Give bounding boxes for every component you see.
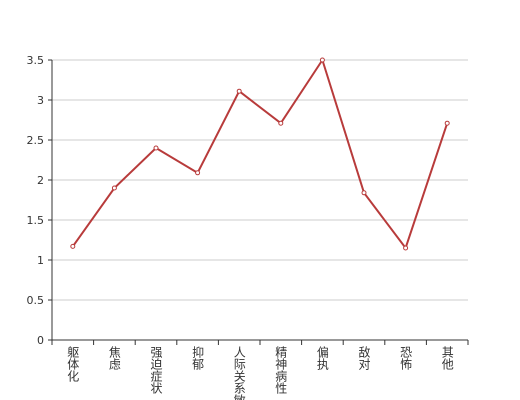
x-tick-label: 恐怖 bbox=[399, 346, 413, 370]
point bbox=[236, 88, 242, 94]
point bbox=[319, 57, 325, 63]
x-tick-label: 焦虑 bbox=[107, 346, 121, 370]
point bbox=[195, 170, 201, 176]
x-tick-label: 偏执 bbox=[315, 345, 329, 371]
point bbox=[70, 243, 76, 249]
y-tick-label: 3 bbox=[37, 94, 44, 107]
x-tick-label: 人际关系敏 bbox=[232, 346, 246, 400]
point bbox=[403, 245, 409, 251]
x-tick-label: 躯体化 bbox=[66, 345, 80, 383]
x-tick-label: 强迫症状 bbox=[149, 346, 163, 394]
point bbox=[153, 145, 159, 151]
point bbox=[278, 120, 284, 126]
x-tick-label: 其他 bbox=[440, 346, 454, 370]
y-tick-label: 0.5 bbox=[27, 294, 45, 307]
x-tick-label: 敌对 bbox=[357, 345, 371, 370]
y-tick-label: 2 bbox=[37, 174, 44, 187]
point bbox=[444, 120, 450, 126]
y-tick-label: 2.5 bbox=[27, 134, 45, 147]
point bbox=[361, 190, 367, 196]
y-tick-label: 3.5 bbox=[27, 54, 45, 67]
point bbox=[111, 185, 117, 191]
y-tick-label: 0 bbox=[37, 334, 44, 347]
x-tick-label: 精神病性 bbox=[274, 346, 288, 395]
series-line bbox=[71, 57, 449, 251]
y-tick-label: 1 bbox=[37, 254, 44, 267]
y-tick-label: 1.5 bbox=[27, 214, 45, 227]
x-tick-label: 抑郁 bbox=[191, 345, 205, 371]
